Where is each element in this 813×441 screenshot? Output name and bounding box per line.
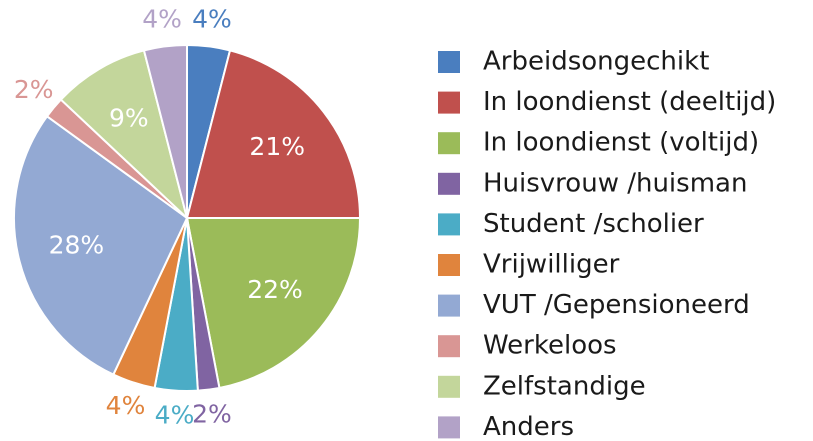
legend-label: Huisvrouw /huisman [483, 168, 747, 198]
legend-label: Anders [483, 412, 574, 441]
slice-label: 2% [192, 399, 232, 428]
legend-label: Arbeidsongechikt [483, 47, 709, 77]
pie-slice [185, 49, 362, 219]
legend-label: Student /scholier [483, 209, 704, 239]
legend-swatch [438, 91, 460, 114]
slice-label: 2% [14, 75, 54, 104]
legend-label: Vrijwilliger [483, 250, 620, 280]
slice-label: 4% [155, 401, 195, 430]
slice-label: 9% [109, 104, 149, 133]
pie-slice [142, 43, 188, 219]
pie-slice [185, 217, 362, 390]
legend-swatch [438, 335, 460, 358]
slice-label: 4% [142, 5, 182, 34]
legend-swatch [438, 254, 460, 276]
legend-label: In loondienst (deeltijd) [483, 87, 776, 117]
slice-label: 22% [247, 275, 303, 304]
legend-swatch [438, 294, 460, 317]
legend-label: Zelfstandige [483, 371, 646, 401]
legend-swatch [438, 51, 460, 73]
pie-slice [13, 114, 189, 376]
pie-slice [59, 49, 189, 222]
legend-swatch [438, 213, 460, 236]
legend-swatch [438, 416, 460, 439]
slice-label: 4% [106, 391, 146, 420]
legend-label: VUT /Gepensioneerd [483, 290, 750, 320]
legend-swatch [438, 132, 460, 155]
legend-label: Werkeloos [483, 331, 617, 361]
slice-label: 4% [192, 5, 232, 34]
legend-swatch [438, 172, 460, 195]
slice-label: 21% [249, 132, 305, 161]
legend-swatch [438, 375, 460, 398]
legend-label: In loondienst (voltijd) [483, 128, 759, 158]
slice-label: 28% [49, 230, 105, 259]
